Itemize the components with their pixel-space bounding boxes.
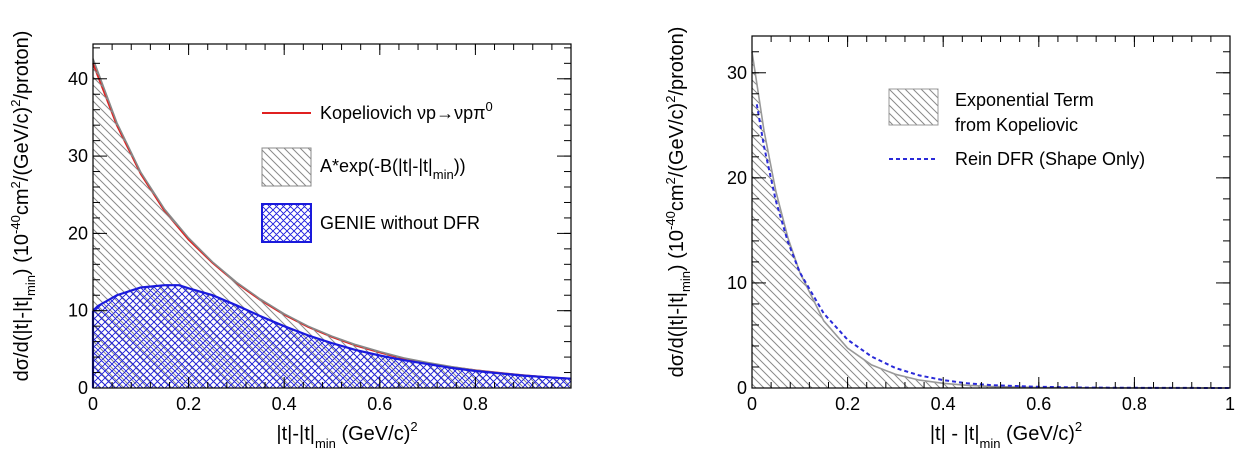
- legend-swatch-genie: [261, 203, 312, 243]
- legend-label-kopeliovich: Kopeliovich νp→νpπ0: [320, 99, 493, 123]
- x-tick-label: 0: [88, 394, 98, 414]
- plot-frame: [751, 35, 1231, 389]
- plot-frame: [92, 43, 572, 389]
- legend-label-genie: GENIE without DFR: [320, 213, 480, 233]
- y-tick-label: 40: [68, 69, 88, 89]
- legend-label-exponential: Exponential Term: [955, 90, 1094, 110]
- legend-swatch-exponential: [888, 88, 939, 126]
- y-axis-label: dσ/d(|t|-|t|min) (10-40cm2/(GeV/c)2/prot…: [8, 31, 38, 382]
- y-axis-label: dσ/d(|t|-|t|min) (10-40cm2/(GeV/c)2/prot…: [663, 27, 693, 378]
- series-0-area: [752, 51, 1230, 389]
- y-tick-label: 20: [727, 168, 747, 188]
- y-tick-label: 0: [737, 378, 747, 398]
- y-tick-label: 10: [727, 273, 747, 293]
- x-tick-label: 0.2: [835, 394, 860, 414]
- legend-swatch-exp: [261, 147, 312, 187]
- x-axis-label: |t|-|t|min (GeV/c)2: [276, 419, 417, 451]
- left-panel: 0 0.2 0.4 0.6 0.8 0 10 20 30 40 |t|-|t|min (GeV/c)…: [8, 31, 572, 451]
- y-tick-label: 0: [78, 378, 88, 398]
- y-tick-label: 20: [68, 223, 88, 243]
- legend-label-exponential-line2: from Kopeliovic: [955, 115, 1078, 135]
- x-tick-label: 0.4: [931, 394, 956, 414]
- y-tick-label: 10: [68, 301, 88, 321]
- x-tick-label: 0.2: [176, 394, 201, 414]
- legend-label-rein: Rein DFR (Shape Only): [955, 149, 1145, 169]
- x-tick-label: 0.4: [272, 394, 297, 414]
- x-axis-label: |t| - |t|min (GeV/c)2: [930, 419, 1082, 451]
- series-2-outline: [92, 284, 572, 380]
- series-2-area: [93, 285, 571, 388]
- y-tick-label: 30: [68, 146, 88, 166]
- y-tick-label: 30: [727, 63, 747, 83]
- x-tick-label: 0.6: [1026, 394, 1051, 414]
- x-tick-label: 1: [1225, 394, 1235, 414]
- x-tick-label: 0.8: [463, 394, 488, 414]
- x-tick-label: 0.6: [367, 394, 392, 414]
- legend-label-exp: A*exp(-B(|t|-|t|min)): [320, 156, 466, 182]
- x-tick-label: 0.8: [1122, 394, 1147, 414]
- x-tick-label: 0: [747, 394, 757, 414]
